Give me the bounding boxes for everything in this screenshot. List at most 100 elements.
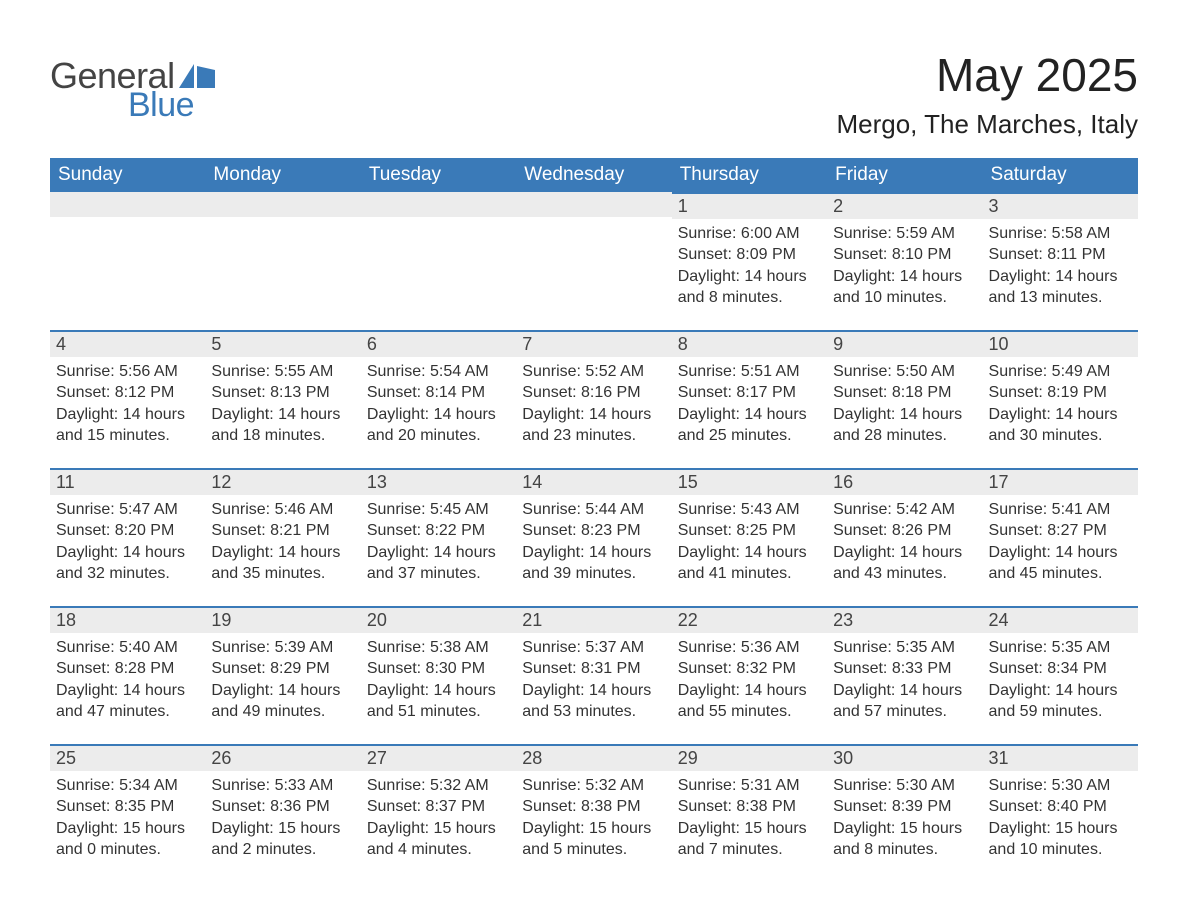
sunrise: Sunrise: 5:55 AM: [211, 361, 354, 383]
sunset: Sunset: 8:10 PM: [833, 244, 976, 266]
weekday-header: Thursday: [672, 158, 827, 192]
month-title: May 2025: [836, 50, 1138, 101]
calendar-cell: 9Sunrise: 5:50 AMSunset: 8:18 PMDaylight…: [827, 330, 982, 468]
day-number: 13: [361, 468, 516, 495]
day-data: Sunrise: 6:00 AMSunset: 8:09 PMDaylight:…: [672, 219, 827, 315]
day-data: Sunrise: 5:35 AMSunset: 8:33 PMDaylight:…: [827, 633, 982, 729]
day-data: Sunrise: 5:46 AMSunset: 8:21 PMDaylight:…: [205, 495, 360, 591]
sunrise: Sunrise: 5:49 AM: [989, 361, 1132, 383]
sunset: Sunset: 8:17 PM: [678, 382, 821, 404]
day-number: 12: [205, 468, 360, 495]
daylight: Daylight: 14 hours and 28 minutes.: [833, 404, 976, 447]
day-data: Sunrise: 5:44 AMSunset: 8:23 PMDaylight:…: [516, 495, 671, 591]
sunset: Sunset: 8:33 PM: [833, 658, 976, 680]
calendar-cell: 24Sunrise: 5:35 AMSunset: 8:34 PMDayligh…: [983, 606, 1138, 744]
calendar-cell: [205, 192, 360, 330]
day-data: Sunrise: 5:50 AMSunset: 8:18 PMDaylight:…: [827, 357, 982, 453]
calendar-cell: 20Sunrise: 5:38 AMSunset: 8:30 PMDayligh…: [361, 606, 516, 744]
day-number: 8: [672, 330, 827, 357]
calendar-cell: 13Sunrise: 5:45 AMSunset: 8:22 PMDayligh…: [361, 468, 516, 606]
day-data: Sunrise: 5:41 AMSunset: 8:27 PMDaylight:…: [983, 495, 1138, 591]
daylight: Daylight: 14 hours and 55 minutes.: [678, 680, 821, 723]
daylight: Daylight: 14 hours and 20 minutes.: [367, 404, 510, 447]
day-data: Sunrise: 5:33 AMSunset: 8:36 PMDaylight:…: [205, 771, 360, 867]
weekday-header: Sunday: [50, 158, 205, 192]
sunset: Sunset: 8:35 PM: [56, 796, 199, 818]
location: Mergo, The Marches, Italy: [836, 109, 1138, 140]
day-number: 28: [516, 744, 671, 771]
sunset: Sunset: 8:37 PM: [367, 796, 510, 818]
sunset: Sunset: 8:13 PM: [211, 382, 354, 404]
sunrise: Sunrise: 5:51 AM: [678, 361, 821, 383]
daylight: Daylight: 15 hours and 4 minutes.: [367, 818, 510, 861]
sunset: Sunset: 8:09 PM: [678, 244, 821, 266]
daylight: Daylight: 15 hours and 5 minutes.: [522, 818, 665, 861]
sunrise: Sunrise: 5:34 AM: [56, 775, 199, 797]
daylight: Daylight: 14 hours and 45 minutes.: [989, 542, 1132, 585]
sunrise: Sunrise: 5:56 AM: [56, 361, 199, 383]
sunrise: Sunrise: 5:35 AM: [833, 637, 976, 659]
daylight: Daylight: 15 hours and 7 minutes.: [678, 818, 821, 861]
day-data: Sunrise: 5:43 AMSunset: 8:25 PMDaylight:…: [672, 495, 827, 591]
sunrise: Sunrise: 5:43 AM: [678, 499, 821, 521]
sunset: Sunset: 8:19 PM: [989, 382, 1132, 404]
daylight: Daylight: 14 hours and 10 minutes.: [833, 266, 976, 309]
day-number: 1: [672, 192, 827, 219]
day-number: 3: [983, 192, 1138, 219]
sunset: Sunset: 8:26 PM: [833, 520, 976, 542]
day-number: 9: [827, 330, 982, 357]
day-data: Sunrise: 5:49 AMSunset: 8:19 PMDaylight:…: [983, 357, 1138, 453]
day-data: Sunrise: 5:51 AMSunset: 8:17 PMDaylight:…: [672, 357, 827, 453]
sunrise: Sunrise: 5:54 AM: [367, 361, 510, 383]
day-data: Sunrise: 5:42 AMSunset: 8:26 PMDaylight:…: [827, 495, 982, 591]
sunset: Sunset: 8:27 PM: [989, 520, 1132, 542]
sunrise: Sunrise: 5:39 AM: [211, 637, 354, 659]
calendar-cell: 11Sunrise: 5:47 AMSunset: 8:20 PMDayligh…: [50, 468, 205, 606]
day-data: Sunrise: 5:37 AMSunset: 8:31 PMDaylight:…: [516, 633, 671, 729]
daylight: Daylight: 15 hours and 10 minutes.: [989, 818, 1132, 861]
topbar: General Blue May 2025 Mergo, The Marches…: [50, 50, 1138, 140]
calendar-week: 11Sunrise: 5:47 AMSunset: 8:20 PMDayligh…: [50, 468, 1138, 606]
day-data: Sunrise: 5:34 AMSunset: 8:35 PMDaylight:…: [50, 771, 205, 867]
daylight: Daylight: 14 hours and 35 minutes.: [211, 542, 354, 585]
day-data: Sunrise: 5:32 AMSunset: 8:37 PMDaylight:…: [361, 771, 516, 867]
day-number: 19: [205, 606, 360, 633]
day-data: Sunrise: 5:59 AMSunset: 8:10 PMDaylight:…: [827, 219, 982, 315]
calendar-cell: 27Sunrise: 5:32 AMSunset: 8:37 PMDayligh…: [361, 744, 516, 882]
sunrise: Sunrise: 6:00 AM: [678, 223, 821, 245]
calendar-cell: 18Sunrise: 5:40 AMSunset: 8:28 PMDayligh…: [50, 606, 205, 744]
calendar-cell: 2Sunrise: 5:59 AMSunset: 8:10 PMDaylight…: [827, 192, 982, 330]
daylight: Daylight: 14 hours and 25 minutes.: [678, 404, 821, 447]
weekday-header: Tuesday: [361, 158, 516, 192]
calendar-week: 25Sunrise: 5:34 AMSunset: 8:35 PMDayligh…: [50, 744, 1138, 882]
sunset: Sunset: 8:38 PM: [522, 796, 665, 818]
sunrise: Sunrise: 5:32 AM: [367, 775, 510, 797]
sunrise: Sunrise: 5:30 AM: [989, 775, 1132, 797]
sunset: Sunset: 8:20 PM: [56, 520, 199, 542]
daylight: Daylight: 14 hours and 47 minutes.: [56, 680, 199, 723]
calendar-cell: 21Sunrise: 5:37 AMSunset: 8:31 PMDayligh…: [516, 606, 671, 744]
calendar-cell: 8Sunrise: 5:51 AMSunset: 8:17 PMDaylight…: [672, 330, 827, 468]
calendar-cell: 1Sunrise: 6:00 AMSunset: 8:09 PMDaylight…: [672, 192, 827, 330]
day-number: 24: [983, 606, 1138, 633]
day-number: 11: [50, 468, 205, 495]
daylight: Daylight: 14 hours and 43 minutes.: [833, 542, 976, 585]
daylight: Daylight: 15 hours and 8 minutes.: [833, 818, 976, 861]
calendar-cell: 10Sunrise: 5:49 AMSunset: 8:19 PMDayligh…: [983, 330, 1138, 468]
calendar-cell: 23Sunrise: 5:35 AMSunset: 8:33 PMDayligh…: [827, 606, 982, 744]
daynum-bar-blank: [361, 192, 516, 217]
calendar-cell: 6Sunrise: 5:54 AMSunset: 8:14 PMDaylight…: [361, 330, 516, 468]
calendar-cell: 30Sunrise: 5:30 AMSunset: 8:39 PMDayligh…: [827, 744, 982, 882]
calendar-cell: [361, 192, 516, 330]
calendar-cell: 31Sunrise: 5:30 AMSunset: 8:40 PMDayligh…: [983, 744, 1138, 882]
sunrise: Sunrise: 5:42 AM: [833, 499, 976, 521]
daylight: Daylight: 14 hours and 51 minutes.: [367, 680, 510, 723]
day-data: Sunrise: 5:45 AMSunset: 8:22 PMDaylight:…: [361, 495, 516, 591]
calendar-cell: 22Sunrise: 5:36 AMSunset: 8:32 PMDayligh…: [672, 606, 827, 744]
calendar-body: 1Sunrise: 6:00 AMSunset: 8:09 PMDaylight…: [50, 192, 1138, 882]
day-number: 31: [983, 744, 1138, 771]
day-number: 15: [672, 468, 827, 495]
calendar-table: SundayMondayTuesdayWednesdayThursdayFrid…: [50, 158, 1138, 882]
daylight: Daylight: 14 hours and 18 minutes.: [211, 404, 354, 447]
day-data: Sunrise: 5:54 AMSunset: 8:14 PMDaylight:…: [361, 357, 516, 453]
